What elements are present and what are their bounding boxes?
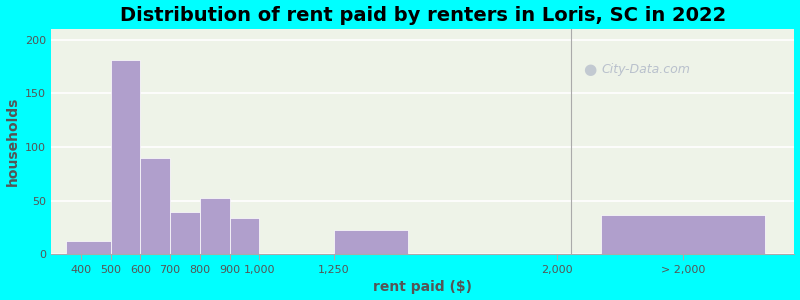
Bar (230, 218, 259, 254)
Bar (170, 212, 200, 254)
Text: City-Data.com: City-Data.com (602, 63, 690, 76)
Bar (110, 60, 140, 254)
Bar (601, 215, 765, 254)
Y-axis label: households: households (6, 97, 19, 186)
Bar (140, 158, 170, 254)
Title: Distribution of rent paid by renters in Loris, SC in 2022: Distribution of rent paid by renters in … (120, 6, 726, 25)
X-axis label: rent paid ($): rent paid ($) (374, 280, 472, 294)
Bar (334, 230, 408, 254)
Text: ●: ● (583, 62, 597, 77)
Bar (200, 197, 230, 254)
Bar (66, 241, 110, 254)
